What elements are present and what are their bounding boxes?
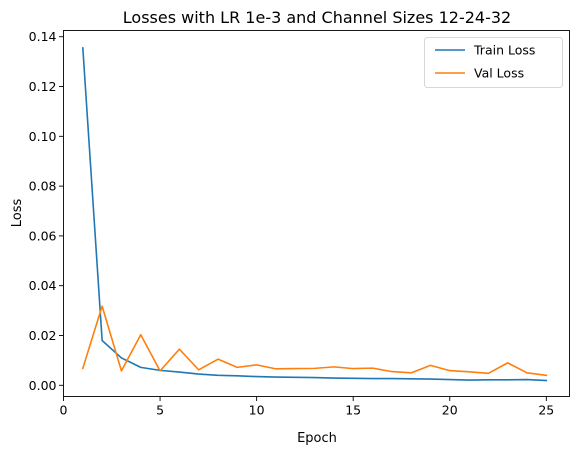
y-tick-label: 0.02	[29, 328, 57, 343]
x-axis-title: Epoch	[297, 431, 337, 446]
plot-frame	[63, 30, 570, 397]
y-tick-label: 0.06	[29, 228, 57, 243]
val-loss-line	[81, 305, 548, 377]
legend-label-train: Train Loss	[473, 43, 535, 58]
y-tick-label: 0.12	[29, 79, 57, 94]
legend-label-val: Val Loss	[474, 66, 524, 81]
y-tick-label: 0.08	[29, 179, 57, 194]
y-axis-title: Loss	[10, 199, 25, 228]
y-tick-label: 0.14	[29, 29, 57, 44]
series-layer	[81, 47, 548, 382]
x-tick-label: 5	[156, 403, 164, 418]
x-tick-label: 25	[538, 403, 554, 418]
axes-layer: 0 5 10 15 20 25 0.00 0.02 0.04 0.06 0.08 0.10 0.12 0.…	[29, 29, 555, 417]
x-tick-label: 10	[249, 403, 265, 418]
x-tick-label: 15	[345, 403, 361, 418]
y-tick-label: 0.04	[29, 278, 57, 293]
y-tick-label: 0.00	[29, 378, 57, 393]
chart-title: Losses with LR 1e-3 and Channel Sizes 12…	[123, 8, 511, 27]
x-tick-label: 20	[442, 403, 458, 418]
y-tick-label: 0.10	[29, 129, 57, 144]
x-tick-label: 0	[60, 403, 68, 418]
legend: Train Loss Val Loss	[424, 37, 563, 88]
train-loss-line	[81, 47, 548, 382]
